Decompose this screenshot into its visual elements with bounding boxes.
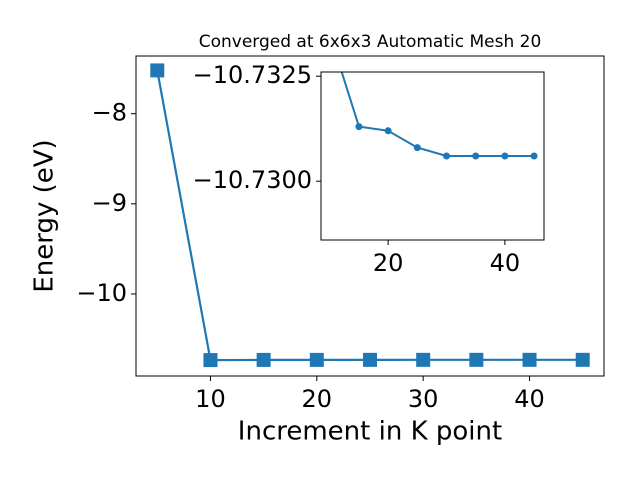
y-tick-label: −8 <box>92 99 127 127</box>
marker <box>522 352 537 367</box>
marker <box>355 123 363 131</box>
y-tick-label: −9 <box>92 189 127 217</box>
x-tick-label: 10 <box>195 385 226 413</box>
marker <box>413 144 421 152</box>
marker <box>501 152 509 160</box>
x-tick-label: 20 <box>302 385 333 413</box>
marker <box>416 352 431 367</box>
marker <box>150 63 165 78</box>
marker <box>472 152 480 160</box>
chart-title: Converged at 6x6x3 Automatic Mesh 20 <box>199 32 542 52</box>
axes-frame <box>320 71 545 241</box>
series <box>150 63 590 368</box>
x-tick-label: 40 <box>490 249 521 277</box>
marker <box>384 127 392 135</box>
marker <box>203 353 218 368</box>
line <box>340 72 535 157</box>
y-tick-label: −10.7300 <box>193 166 312 194</box>
series <box>340 72 538 160</box>
axes-frame <box>135 55 605 377</box>
y-axis-label: Energy (eV) <box>30 139 60 292</box>
marker <box>443 152 451 160</box>
x-tick-label: 30 <box>408 385 439 413</box>
y-tick-label: −10.7325 <box>193 61 312 89</box>
marker <box>469 352 484 367</box>
marker <box>575 352 590 367</box>
x-tick-label: 40 <box>514 385 545 413</box>
x-axis-label: Increment in K point <box>238 417 502 447</box>
marker <box>309 352 324 367</box>
marker <box>256 352 271 367</box>
y-tick-label: −10 <box>76 279 127 307</box>
marker <box>530 152 538 160</box>
x-tick-label: 20 <box>373 249 404 277</box>
marker <box>363 352 377 367</box>
